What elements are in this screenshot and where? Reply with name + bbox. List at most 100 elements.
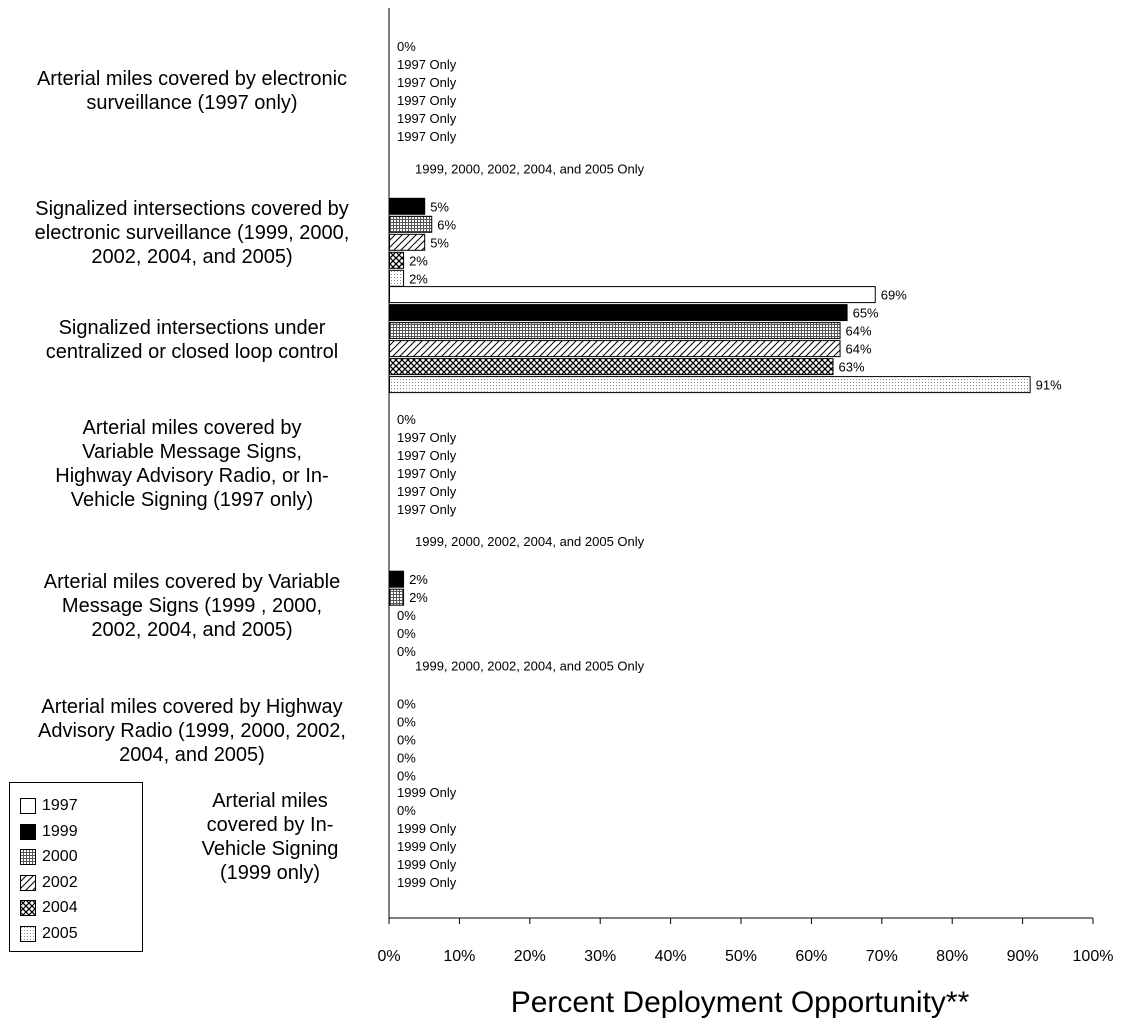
data-label: 65% (853, 306, 879, 321)
data-label: 1997 Only (397, 111, 457, 126)
data-label: 64% (846, 324, 872, 339)
category-label-line: Arterial miles covered by Highway (41, 695, 343, 718)
legend-swatch (20, 874, 36, 891)
category-label: Arterial miles covered by electronic surv… (2, 67, 382, 115)
data-label: 69% (881, 288, 907, 303)
x-tick-label: 20% (514, 948, 546, 965)
category-label: Signalized intersections covered by elect… (2, 197, 382, 269)
x-tick-label: 10% (443, 948, 475, 965)
data-label: 1999 Only (397, 857, 457, 872)
bar-2004 (389, 358, 834, 376)
data-label: 1997 Only (397, 129, 457, 144)
x-tick-label: 100% (1073, 948, 1114, 965)
legend-label: 1999 (42, 822, 78, 840)
data-label: 0% (397, 733, 416, 748)
data-label: 1997 Only (397, 466, 457, 481)
x-tick-label: 60% (795, 948, 827, 965)
category-label-line: centralized or closed loop control (45, 340, 339, 363)
bar-1999 (389, 304, 848, 322)
category-label-line: (1999 only) (219, 861, 321, 884)
x-tick-label: 0% (377, 948, 400, 965)
category-label-line: Arterial miles covered by (82, 416, 302, 439)
data-label: 1997 Only (397, 502, 457, 517)
data-label: 0% (397, 644, 416, 659)
category-label-line: Advisory Radio (1999, 2000, 2002, (38, 719, 346, 742)
data-label: 1999 Only (397, 839, 457, 854)
axes: 0% 10% 20% 30% 40% 50% 60% 70% 80% 90% 100% Percent… (377, 8, 1113, 1019)
legend-label: 1997 (42, 797, 78, 814)
data-label: 1999 Only (397, 821, 457, 836)
category-label: Arterial miles covered by Variable Messag… (2, 570, 382, 642)
category-note: 1999, 2000, 2002, 2004, and 2005 Only (415, 534, 645, 549)
x-axis-title: Percent Deployment Opportunity** (511, 986, 970, 1019)
legend-item-2005: 2005 (20, 923, 78, 945)
data-label: 1997 Only (397, 75, 457, 90)
data-label: 0% (397, 803, 416, 818)
bar-2002 (389, 233, 426, 251)
data-label: 91% (1036, 378, 1062, 393)
x-tick-label: 80% (936, 948, 968, 965)
data-label: 1997 Only (397, 57, 457, 72)
category-label: Arterial miles covered by Highway Advisor… (2, 695, 382, 767)
x-tick-label: 30% (584, 948, 616, 965)
category-label-line: Signalized intersections covered by (35, 198, 349, 221)
category-label-line: Message Signs (1999 , 2000, (61, 595, 323, 618)
data-label: 2% (409, 590, 428, 605)
bar-1997 (389, 286, 876, 304)
x-tick-label: 50% (725, 948, 757, 965)
x-tick-label: 40% (655, 948, 687, 965)
category-label-line: Arterial miles covered by Variable (43, 571, 341, 594)
legend-label: 2005 (42, 924, 78, 942)
bar-2005 (389, 269, 405, 287)
legend-swatch (20, 900, 36, 916)
data-label: 5% (430, 199, 449, 214)
data-label: 0% (397, 697, 416, 712)
data-label: 1999 Only (397, 785, 457, 800)
category-note: 1999, 2000, 2002, 2004, and 2005 Only (415, 161, 645, 176)
legend-label: 2004 (42, 899, 78, 916)
bar-2000 (389, 588, 405, 606)
legend-swatch (20, 849, 36, 865)
category-label-line: electronic surveillance (1999, 2000, (34, 222, 350, 245)
bar-labels: 0% 1997 Only 1997 Only 1997 Only 1997 Only 19… (397, 39, 1062, 890)
data-label: 0% (397, 626, 416, 641)
bar-1999 (389, 197, 426, 215)
data-label: 0% (397, 608, 416, 623)
data-label: 0% (397, 751, 416, 766)
data-label: 63% (839, 360, 865, 375)
category-label-line: 2002, 2004, and 2005) (91, 619, 293, 642)
data-label: 2% (409, 572, 428, 587)
legend-label: 2002 (42, 873, 78, 891)
category-label-line: Arterial miles (212, 789, 328, 812)
category-label-line: Vehicle Signing (201, 837, 339, 860)
legend-item-1999: 1999 (20, 821, 78, 843)
data-label: 1997 Only (397, 448, 457, 463)
category-label-line: Highway Advisory Radio, or In- (55, 464, 329, 487)
x-tick-label: 70% (866, 948, 898, 965)
category-label: Signalized intersections under centralize… (2, 316, 382, 364)
x-tick-label: 90% (1007, 948, 1039, 965)
category-label-line: surveillance (1997 only) (86, 92, 298, 114)
legend-swatch (20, 925, 36, 942)
data-label: 1997 Only (397, 93, 457, 108)
category-label-line: Vehicle Signing (1997 only) (70, 488, 314, 511)
data-label: 0% (397, 412, 416, 427)
bar-2005 (389, 376, 1031, 394)
data-label: 0% (397, 769, 416, 784)
bar-2000 (389, 322, 841, 340)
data-label: 0% (397, 39, 416, 54)
bar-1999 (389, 570, 405, 588)
data-label: 5% (430, 235, 449, 250)
legend-item-2002: 2002 (20, 872, 78, 894)
legend-item-2004: 2004 (20, 897, 78, 919)
bar-2000 (389, 215, 433, 233)
legend: 1997 1999 2000 2002 2004 2005 (9, 782, 143, 952)
data-label: 1997 Only (397, 484, 457, 499)
bar-2002 (389, 340, 841, 358)
category-label-line: 2004, and 2005) (119, 743, 265, 766)
category-label-line: Variable Message Signs, (82, 440, 302, 463)
legend-swatch (20, 823, 36, 840)
data-label: 2% (409, 271, 428, 286)
data-label: 1999 Only (397, 875, 457, 890)
data-label: 6% (437, 217, 456, 232)
